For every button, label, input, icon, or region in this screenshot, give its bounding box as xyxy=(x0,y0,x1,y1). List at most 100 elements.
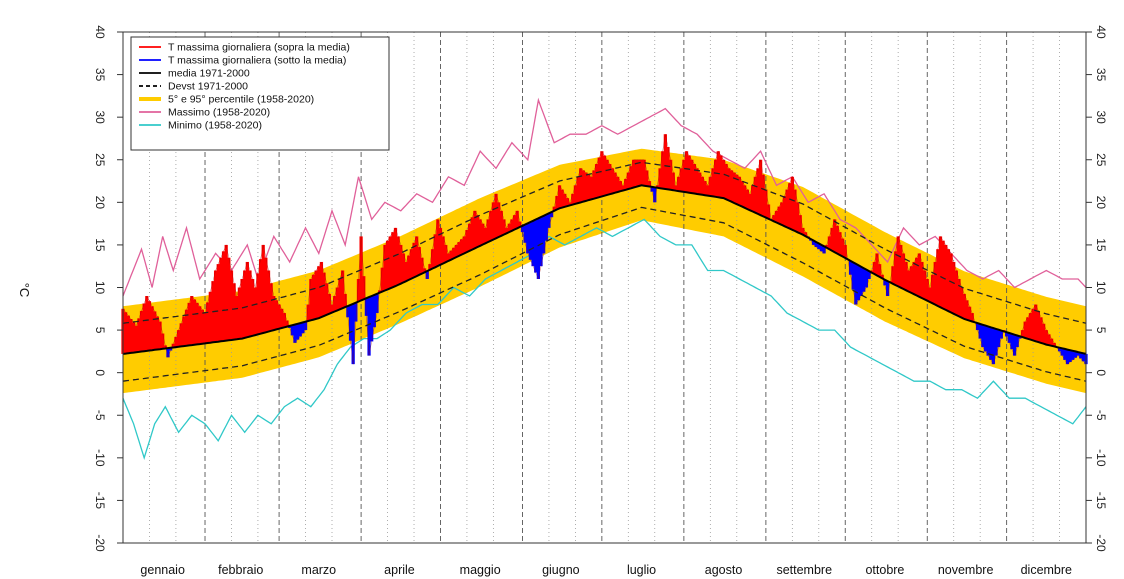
above-mean-bar xyxy=(483,227,488,244)
above-mean-bar xyxy=(478,219,482,246)
above-mean-bar xyxy=(158,321,162,350)
right-tick-label: -5 xyxy=(1094,410,1108,421)
above-mean-bar xyxy=(192,299,197,345)
above-mean-bar xyxy=(1049,338,1054,346)
above-mean-bar xyxy=(489,210,493,241)
above-mean-bar xyxy=(711,168,715,197)
above-mean-bar xyxy=(729,170,734,202)
above-mean-bar xyxy=(134,325,138,353)
below-mean-bar xyxy=(1076,352,1080,356)
above-mean-bar xyxy=(240,278,244,339)
above-mean-bar xyxy=(645,170,649,187)
above-mean-bar xyxy=(571,193,575,205)
above-mean-bar xyxy=(621,185,625,191)
below-mean-bar xyxy=(351,303,355,365)
left-tick-label: 0 xyxy=(93,369,107,376)
legend-label-max: Massimo (1958-2020) xyxy=(168,107,270,119)
above-mean-bar xyxy=(925,278,929,301)
below-mean-bar xyxy=(301,322,305,334)
above-mean-bar xyxy=(780,202,784,225)
above-mean-bar xyxy=(499,210,503,236)
below-mean-bar xyxy=(531,220,535,267)
above-mean-bar xyxy=(362,276,366,300)
right-tick-label: 25 xyxy=(1094,153,1108,167)
above-mean-bar xyxy=(258,259,263,334)
above-mean-bar xyxy=(150,306,154,351)
min-line xyxy=(122,218,1087,460)
above-mean-bar xyxy=(624,178,628,190)
right-tick-label: -15 xyxy=(1094,492,1108,510)
above-mean-bar xyxy=(251,278,255,336)
above-mean-bar xyxy=(724,164,728,200)
above-mean-bar xyxy=(967,306,972,321)
above-mean-bar xyxy=(838,232,842,256)
above-mean-bar xyxy=(322,272,326,316)
above-mean-bar xyxy=(198,306,202,345)
above-mean-bar xyxy=(788,183,792,229)
above-mean-bar xyxy=(592,170,596,199)
above-mean-bar xyxy=(200,309,204,344)
above-mean-bar xyxy=(518,221,522,228)
month-label: aprile xyxy=(384,563,415,577)
right-tick-label: 0 xyxy=(1094,369,1108,376)
above-mean-bar xyxy=(383,244,387,291)
above-mean-bar xyxy=(399,244,403,284)
above-mean-bar xyxy=(147,301,152,351)
below-mean-bar xyxy=(981,324,985,348)
below-mean-bar xyxy=(864,269,869,288)
above-mean-bar xyxy=(613,172,617,193)
below-mean-bar xyxy=(1005,332,1009,337)
above-mean-bar xyxy=(721,159,726,199)
below-mean-bar xyxy=(293,324,297,343)
above-mean-bar xyxy=(470,217,474,250)
below-mean-bar xyxy=(975,323,980,331)
right-tick-label: -10 xyxy=(1094,449,1108,467)
above-mean-bar xyxy=(745,189,749,210)
above-mean-bar xyxy=(893,251,898,286)
right-tick-label: 5 xyxy=(1094,327,1108,334)
above-mean-bar xyxy=(700,176,705,195)
below-mean-bar xyxy=(425,271,429,279)
legend-label-above: T massima giornaliera (sopra la media) xyxy=(168,42,350,54)
tmax-line xyxy=(122,134,1087,365)
below-mean-bar xyxy=(994,328,998,356)
above-mean-bar xyxy=(751,185,755,212)
below-mean-bar xyxy=(991,328,996,365)
legend-label-mean: media 1971-2000 xyxy=(168,68,250,80)
above-mean-bar xyxy=(743,185,747,208)
below-mean-bar xyxy=(983,325,988,352)
above-mean-bar xyxy=(674,185,678,191)
right-tick-label: 10 xyxy=(1094,281,1108,295)
above-mean-bar xyxy=(698,172,702,195)
above-mean-bar xyxy=(264,257,268,333)
below-mean-bar xyxy=(298,323,302,337)
above-mean-bar xyxy=(311,274,316,320)
above-mean-bar xyxy=(330,304,334,313)
above-mean-bar xyxy=(758,159,763,216)
above-mean-bar xyxy=(597,157,601,198)
above-mean-bar xyxy=(713,159,718,197)
above-mean-bar xyxy=(1023,321,1027,338)
above-mean-bar xyxy=(608,164,612,195)
below-mean-bar xyxy=(367,297,371,356)
below-mean-bar xyxy=(989,327,993,360)
above-mean-bar xyxy=(428,264,432,270)
month-label: marzo xyxy=(301,563,336,577)
above-mean-bar xyxy=(232,283,236,340)
below-mean-bar xyxy=(348,304,353,341)
above-mean-bar xyxy=(970,313,974,322)
above-mean-bar xyxy=(923,270,927,300)
below-mean-bar xyxy=(549,212,554,218)
above-mean-bar xyxy=(266,270,271,332)
above-mean-bar xyxy=(1039,317,1043,343)
above-mean-bar xyxy=(626,172,630,190)
below-mean-bar xyxy=(372,294,376,328)
above-mean-bar xyxy=(565,198,570,207)
above-mean-bar xyxy=(393,227,398,287)
below-mean-bar xyxy=(544,214,548,241)
above-mean-bar xyxy=(1026,317,1030,339)
above-mean-bar xyxy=(391,232,395,288)
above-mean-bar xyxy=(833,219,837,253)
above-mean-bar xyxy=(761,174,765,217)
month-label: febbraio xyxy=(218,563,263,577)
